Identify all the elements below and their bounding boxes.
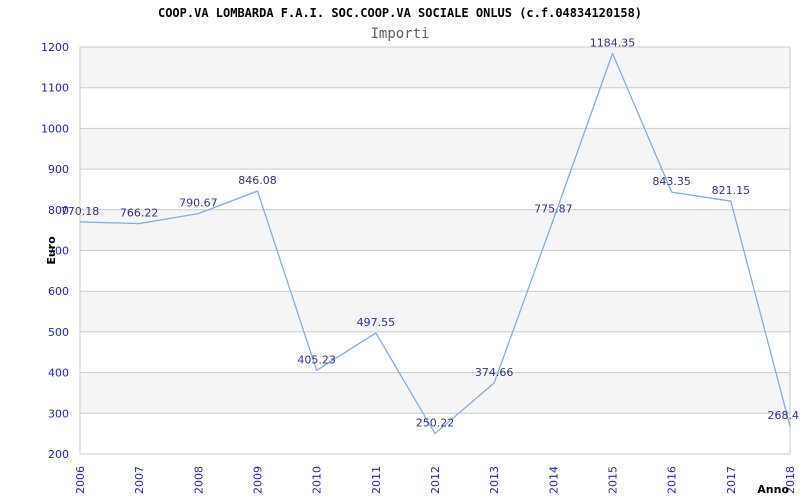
y-tick-label: 900 bbox=[48, 163, 69, 176]
chart-title: COOP.VA LOMBARDA F.A.I. SOC.COOP.VA SOCI… bbox=[157, 6, 643, 20]
point-value-label: 374.66 bbox=[475, 366, 514, 379]
y-tick-label: 1000 bbox=[41, 122, 69, 135]
x-tick-label: 2008 bbox=[192, 466, 205, 494]
x-axis-title: Anno bbox=[757, 483, 789, 496]
x-tick-label: 2018 bbox=[784, 466, 797, 494]
plot-border bbox=[79, 46, 791, 455]
x-tick-label: 2013 bbox=[488, 466, 501, 494]
point-value-label: 1184.35 bbox=[590, 36, 636, 49]
x-tick-label: 2015 bbox=[607, 466, 620, 494]
data-line bbox=[79, 52, 791, 435]
y-tick-label: 800 bbox=[48, 204, 69, 217]
x-tick-label: 2009 bbox=[252, 466, 265, 494]
x-tick-label: 2014 bbox=[547, 466, 560, 494]
x-tick-label: 2006 bbox=[74, 466, 87, 494]
x-tick-label: 2011 bbox=[370, 466, 383, 494]
y-tick-label: 700 bbox=[48, 245, 69, 258]
plot-band bbox=[80, 209, 790, 251]
point-value-label: 250.22 bbox=[416, 417, 455, 430]
y-tick-label: 1200 bbox=[41, 41, 69, 54]
y-tick-label: 400 bbox=[48, 367, 69, 380]
point-value-label: 766.22 bbox=[120, 207, 159, 220]
x-tick-label: 2016 bbox=[666, 466, 679, 494]
plot-band bbox=[80, 128, 790, 170]
y-tick-label: 1100 bbox=[41, 82, 69, 95]
point-value-label: 268.4 bbox=[768, 409, 800, 422]
point-value-label: 846.08 bbox=[238, 174, 277, 187]
x-tick-label: 2017 bbox=[725, 466, 738, 494]
y-tick-label: 200 bbox=[48, 448, 69, 461]
y-tick-label: 300 bbox=[48, 407, 69, 420]
plot-band bbox=[80, 47, 790, 88]
x-tick-label: 2012 bbox=[429, 466, 442, 494]
point-value-label: 405.23 bbox=[297, 353, 336, 366]
y-tick-label: 600 bbox=[48, 285, 69, 298]
point-value-label: 775.87 bbox=[534, 203, 573, 216]
x-tick-label: 2007 bbox=[133, 466, 146, 494]
plot-band bbox=[80, 372, 790, 414]
y-tick-label: 500 bbox=[48, 326, 69, 339]
point-value-label: 770.18 bbox=[61, 205, 100, 218]
point-value-label: 843.35 bbox=[652, 175, 691, 188]
point-value-label: 821.15 bbox=[712, 184, 751, 197]
plot-band bbox=[80, 291, 790, 332]
point-value-label: 790.67 bbox=[179, 197, 218, 210]
point-value-label: 497.55 bbox=[357, 316, 396, 329]
y-axis-title: Euro bbox=[45, 236, 58, 265]
chart-subtitle: Importi bbox=[370, 26, 430, 42]
x-tick-label: 2010 bbox=[311, 466, 324, 494]
